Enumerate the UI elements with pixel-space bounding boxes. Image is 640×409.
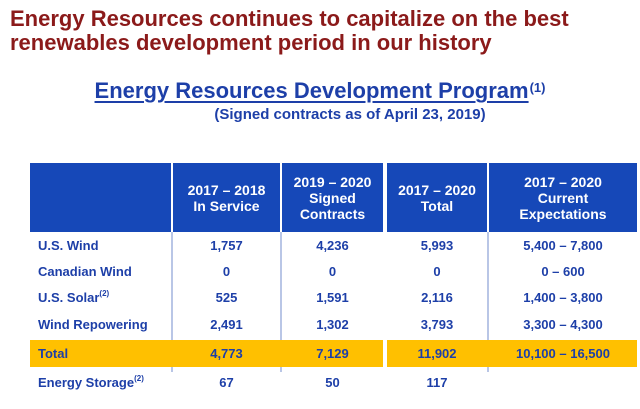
column-header: 2017 – 2018 In Service bbox=[187, 181, 266, 214]
cell-in-service: 67 bbox=[219, 375, 234, 390]
total-highlight-right bbox=[387, 340, 637, 367]
cell-signed-contracts: 0 bbox=[328, 264, 337, 279]
cell-in-service: 2,491 bbox=[210, 317, 243, 332]
column-divider bbox=[171, 232, 173, 372]
cell-signed-contracts: 50 bbox=[325, 375, 340, 390]
cell-expectations: 5,400 – 7,800 bbox=[523, 238, 603, 253]
row-label: U.S. Wind bbox=[38, 238, 99, 253]
table-row: U.S. Solar(2) 525 1,591 2,116 1,400 – 3,… bbox=[30, 285, 637, 311]
cell-in-service: 525 bbox=[215, 290, 238, 305]
cell-signed-contracts: 1,302 bbox=[316, 317, 349, 332]
cell-expectations: 10,100 – 16,500 bbox=[516, 346, 610, 361]
cell-total: 11,902 bbox=[417, 346, 457, 361]
table-row: Energy Storage(2) 67 50 117 bbox=[30, 370, 637, 396]
slide-headline: Energy Resources continues to capitalize… bbox=[10, 6, 569, 55]
row-label: U.S. Solar(2) bbox=[38, 289, 110, 305]
row-label: Wind Repowering bbox=[38, 317, 148, 332]
column-header: 2017 – 2020 Total bbox=[398, 181, 476, 214]
header-divider bbox=[487, 163, 489, 232]
cell-in-service: 1,757 bbox=[210, 238, 243, 253]
cell-signed-contracts: 7,129 bbox=[316, 346, 349, 361]
table-row: U.S. Wind 1,757 4,236 5,993 5,400 – 7,80… bbox=[30, 233, 637, 259]
row-label: Energy Storage(2) bbox=[38, 374, 144, 390]
cell-expectations: 0 – 600 bbox=[541, 264, 585, 279]
cell-expectations: 1,400 – 3,800 bbox=[523, 290, 603, 305]
table-row: Canadian Wind 0 0 0 0 – 600 bbox=[30, 259, 637, 285]
cell-signed-contracts: 1,591 bbox=[316, 290, 349, 305]
cell-total: 5,993 bbox=[420, 238, 454, 253]
cell-signed-contracts: 4,236 bbox=[316, 238, 349, 253]
cell-total: 0 bbox=[433, 264, 441, 279]
table-row: Wind Repowering 2,491 1,302 3,793 3,300 … bbox=[30, 312, 637, 338]
column-header: 2017 – 2020 Current Expectations bbox=[519, 173, 607, 222]
program-title-footnote: (1) bbox=[529, 80, 546, 95]
column-divider bbox=[487, 232, 489, 372]
column-divider bbox=[280, 232, 282, 372]
program-title: Energy Resources Development Program(1) bbox=[0, 79, 640, 103]
cell-in-service: 0 bbox=[222, 264, 231, 279]
cell-in-service: 4,773 bbox=[210, 346, 243, 361]
header-divider bbox=[280, 163, 282, 232]
cell-total: 3,793 bbox=[420, 317, 454, 332]
cell-expectations bbox=[489, 370, 637, 396]
row-label: Canadian Wind bbox=[38, 264, 132, 279]
program-title-text: Energy Resources Development Program bbox=[94, 78, 529, 103]
header-divider bbox=[171, 163, 173, 232]
total-highlight-left bbox=[30, 340, 383, 367]
table-header-bar-left bbox=[30, 163, 383, 232]
column-header: 2019 – 2020 Signed Contracts bbox=[293, 173, 372, 222]
row-label: Total bbox=[38, 346, 69, 361]
cell-total: 2,116 bbox=[421, 290, 453, 305]
cell-total: 117 bbox=[426, 375, 448, 390]
cell-expectations: 3,300 – 4,300 bbox=[523, 317, 603, 332]
program-subtitle: (Signed contracts as of April 23, 2019) bbox=[214, 106, 486, 123]
table-header-bar-right bbox=[387, 163, 637, 232]
table-row-total: Total 4,773 7,129 11,902 10,100 – 16,500 bbox=[30, 340, 637, 367]
